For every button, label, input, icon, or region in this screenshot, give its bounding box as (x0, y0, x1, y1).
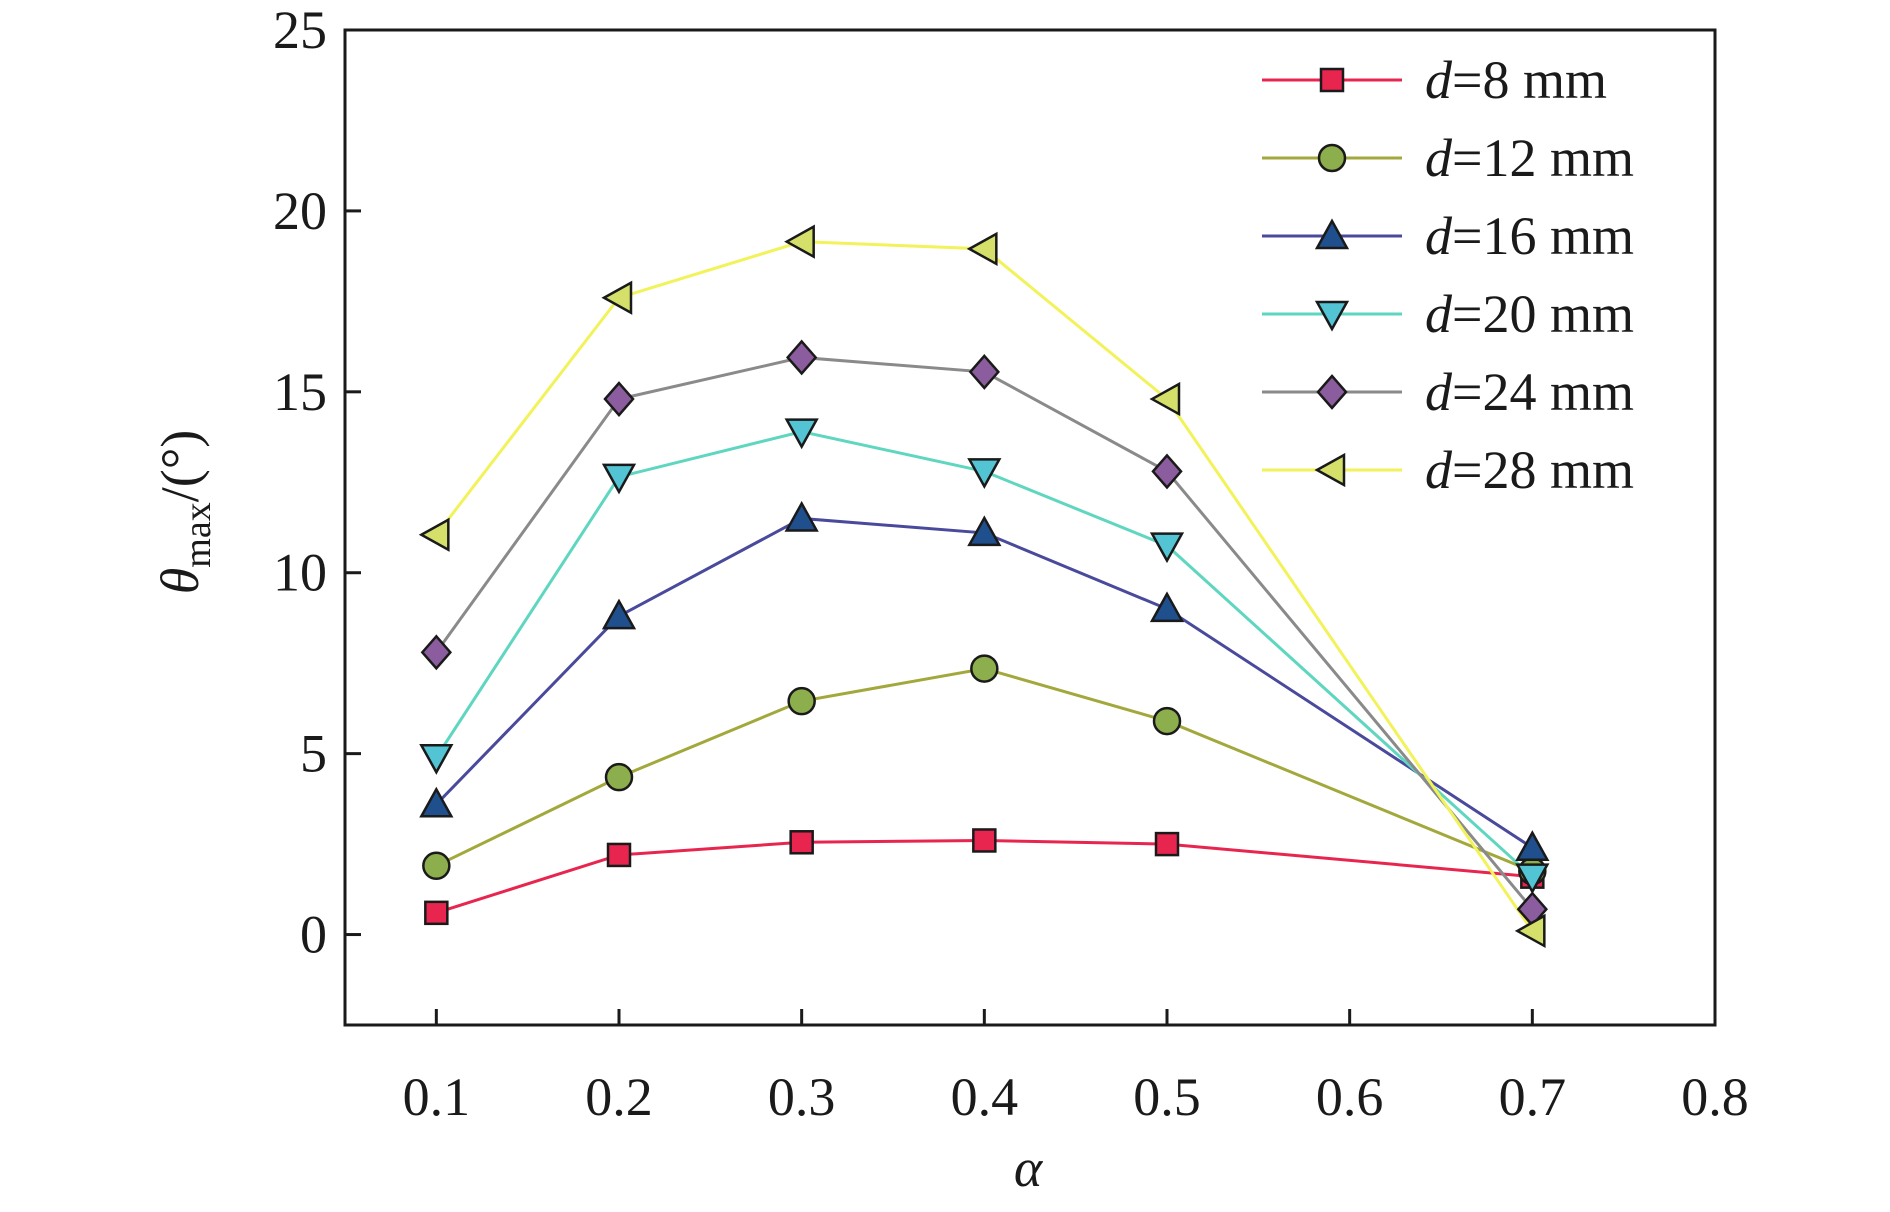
y-axis-symbol: θ (150, 568, 210, 595)
plot-frame (343, 28, 1717, 1027)
series-line (435, 355, 1534, 911)
series-1 (435, 667, 1533, 873)
x-tick-label: 0.4 (951, 1067, 1019, 1127)
legend-marker (1316, 374, 1348, 410)
x-tick-label: 0.1 (403, 1067, 471, 1127)
series-markers-5 (418, 224, 1546, 949)
series-line (435, 838, 1533, 915)
x-tick-label: 0.8 (1681, 1067, 1749, 1127)
y-tick-label: 25 (273, 0, 327, 60)
data-point (970, 654, 999, 683)
data-point (603, 381, 635, 417)
data-point (604, 762, 634, 792)
legend-item: d=20 mm (1262, 284, 1634, 344)
data-point (968, 354, 1000, 390)
data-point (1149, 532, 1185, 564)
data-point (424, 900, 449, 926)
y-axis-unit: /(°) (150, 430, 210, 503)
series-3 (435, 430, 1534, 878)
data-point (1149, 591, 1185, 623)
legend-label: d=16 mm (1425, 206, 1634, 266)
data-point (601, 280, 633, 315)
data-point (786, 339, 818, 376)
x-tick-label: 0.2 (585, 1067, 653, 1127)
x-tick-label: 0.5 (1133, 1067, 1201, 1127)
data-point (606, 842, 632, 868)
series-4 (435, 355, 1534, 911)
data-point (420, 634, 452, 671)
data-point (1154, 831, 1180, 857)
data-point (1515, 830, 1550, 861)
legend-marker (1319, 67, 1345, 93)
series-line (435, 430, 1534, 878)
data-point (784, 224, 815, 259)
data-point (787, 686, 816, 716)
data-point (967, 458, 1002, 489)
series-markers-4 (420, 339, 1548, 928)
data-point (789, 830, 814, 855)
data-point (784, 418, 819, 450)
data-point (1152, 706, 1182, 736)
series-line (435, 667, 1533, 873)
data-point (784, 500, 819, 532)
legend: d=8 mm d=12 mm d=16 mm d=20 mm d=24 mm d=28 m… (1262, 50, 1634, 500)
y-tick-label: 5 (300, 724, 327, 784)
legend-label: d=20 mm (1425, 284, 1634, 344)
x-axis-title: α (1014, 1138, 1044, 1198)
series-markers-3 (419, 418, 1550, 895)
legend-item: d=12 mm (1262, 128, 1634, 188)
legend-item: d=24 mm (1262, 362, 1634, 422)
legend-label: d=28 mm (1425, 440, 1634, 500)
legend-marker (1314, 452, 1346, 488)
legend-marker (1314, 300, 1350, 332)
ticks: 0.1 0.2 0.3 0.4 0.5 0.6 0.7 0.8 0 5 10 15 20 25 (273, 0, 1749, 1127)
legend-marker (1314, 218, 1350, 250)
series-5 (435, 240, 1534, 932)
series-0 (435, 838, 1533, 915)
data-point (419, 744, 454, 775)
data-point (419, 786, 454, 818)
legend-item: d=8 mm (1262, 50, 1607, 110)
series-2 (435, 516, 1534, 849)
data-point (1514, 913, 1546, 949)
series-markers-0 (424, 828, 1545, 926)
legend-label: d=24 mm (1425, 362, 1634, 422)
series-markers-2 (419, 500, 1550, 861)
data-point (1149, 381, 1181, 417)
legend-item: d=28 mm (1262, 440, 1634, 500)
axes (343, 28, 1717, 1027)
x-tick-label: 0.6 (1316, 1067, 1384, 1127)
x-tick-label: 0.3 (768, 1067, 836, 1127)
plot-marks (418, 224, 1550, 949)
data-point (1515, 863, 1550, 895)
x-tick-label: 0.7 (1499, 1067, 1567, 1127)
series-line (435, 516, 1534, 849)
data-point (601, 463, 637, 495)
data-point (967, 515, 1002, 547)
y-tick-label: 15 (273, 362, 327, 422)
data-point (1151, 453, 1183, 490)
y-axis-title: θmax/(°) (150, 430, 219, 595)
data-point (972, 828, 997, 853)
data-point (601, 598, 637, 630)
legend-label: d=12 mm (1425, 128, 1634, 188)
legend-label: d=8 mm (1425, 50, 1607, 110)
data-point (422, 851, 451, 881)
y-tick-label: 10 (273, 543, 327, 603)
legend-item: d=16 mm (1262, 206, 1634, 266)
y-axis-subscript: max (177, 502, 219, 567)
y-tick-label: 0 (300, 905, 327, 965)
legend-marker (1317, 143, 1347, 173)
series-line (435, 240, 1534, 932)
data-point (418, 517, 450, 552)
data-point (966, 231, 998, 267)
y-tick-label: 20 (273, 181, 327, 241)
